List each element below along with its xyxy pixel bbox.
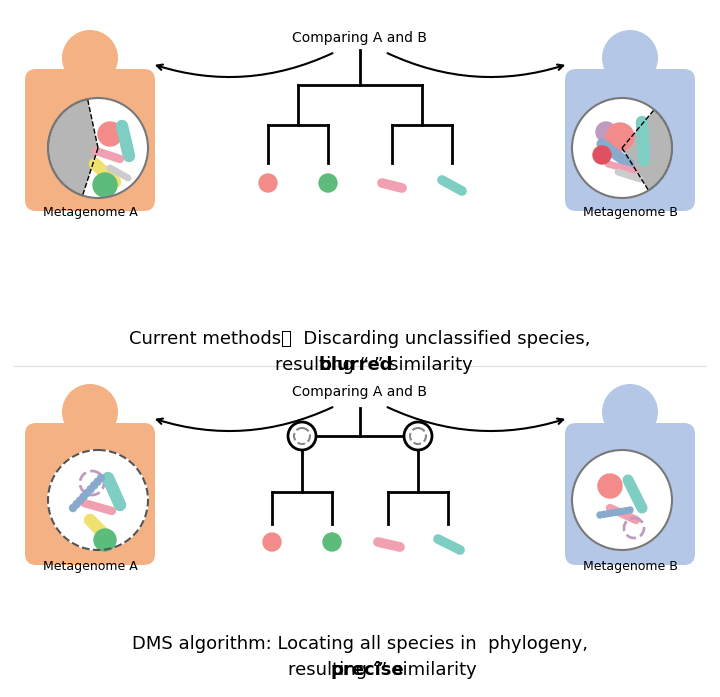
Circle shape xyxy=(288,422,316,450)
Circle shape xyxy=(602,384,658,440)
Circle shape xyxy=(605,511,611,516)
Wedge shape xyxy=(48,99,98,196)
Circle shape xyxy=(572,450,672,550)
Text: DMS algorithm: Locating all species in  phylogeny,: DMS algorithm: Locating all species in p… xyxy=(132,635,588,653)
Circle shape xyxy=(73,500,80,507)
Circle shape xyxy=(98,122,122,146)
Text: Current methods：  Discarding unclassified species,: Current methods： Discarding unclassified… xyxy=(130,330,590,348)
Circle shape xyxy=(619,508,626,514)
Circle shape xyxy=(48,98,148,198)
FancyBboxPatch shape xyxy=(565,423,695,565)
Circle shape xyxy=(80,493,87,500)
Circle shape xyxy=(263,533,281,551)
Circle shape xyxy=(624,507,629,514)
Text: ” similarity: ” similarity xyxy=(374,356,473,374)
Circle shape xyxy=(87,486,94,493)
Circle shape xyxy=(612,510,618,516)
Circle shape xyxy=(48,450,148,550)
Text: resulting “: resulting “ xyxy=(288,661,382,679)
Text: resulting “: resulting “ xyxy=(275,356,369,374)
Circle shape xyxy=(596,122,616,142)
Circle shape xyxy=(627,507,633,513)
Circle shape xyxy=(593,146,611,164)
Circle shape xyxy=(62,30,118,86)
Circle shape xyxy=(62,384,118,440)
Circle shape xyxy=(97,475,104,482)
Circle shape xyxy=(70,505,76,512)
Circle shape xyxy=(94,478,101,485)
FancyBboxPatch shape xyxy=(25,423,155,565)
Text: Metagenome B: Metagenome B xyxy=(582,560,678,573)
Text: blurred: blurred xyxy=(318,356,392,374)
Circle shape xyxy=(94,529,116,551)
Text: Metagenome B: Metagenome B xyxy=(582,206,678,219)
Circle shape xyxy=(602,30,658,86)
Circle shape xyxy=(606,123,634,151)
Circle shape xyxy=(616,509,622,515)
Circle shape xyxy=(598,474,622,498)
Circle shape xyxy=(84,489,91,496)
Text: precise: precise xyxy=(330,661,404,679)
Text: Metagenome A: Metagenome A xyxy=(42,560,138,573)
Circle shape xyxy=(76,497,84,504)
FancyBboxPatch shape xyxy=(565,69,695,211)
Text: Metagenome A: Metagenome A xyxy=(42,206,138,219)
Circle shape xyxy=(597,512,603,518)
Circle shape xyxy=(600,512,607,517)
Text: Comparing A and B: Comparing A and B xyxy=(292,31,428,45)
FancyBboxPatch shape xyxy=(25,69,155,211)
Circle shape xyxy=(608,510,614,516)
Circle shape xyxy=(572,98,672,198)
Circle shape xyxy=(323,533,341,551)
Wedge shape xyxy=(622,109,672,190)
Circle shape xyxy=(259,174,277,192)
Circle shape xyxy=(319,174,337,192)
Circle shape xyxy=(404,422,432,450)
Text: ” similarity: ” similarity xyxy=(378,661,477,679)
Text: Comparing A and B: Comparing A and B xyxy=(292,385,428,399)
Circle shape xyxy=(91,482,97,489)
Circle shape xyxy=(93,173,117,197)
